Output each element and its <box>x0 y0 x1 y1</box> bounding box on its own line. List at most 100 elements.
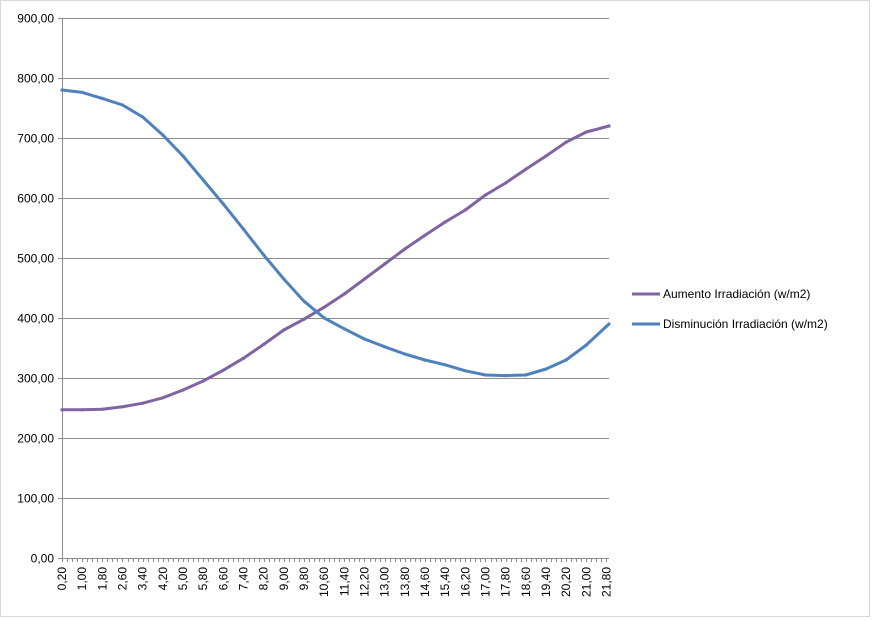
y-tick-label: 300,00 <box>17 372 54 386</box>
legend-label: Aumento Irradiación (w/m2) <box>663 287 810 301</box>
x-tick-label: 7,40 <box>236 567 250 591</box>
data-point <box>181 388 185 392</box>
data-point <box>181 154 185 158</box>
x-tick-label: 0,20 <box>55 567 69 591</box>
data-point <box>423 358 427 362</box>
data-point <box>544 154 548 158</box>
series-line-1 <box>60 124 611 412</box>
legend-label: Disminución Irradiación (w/m2) <box>663 317 828 331</box>
data-point <box>161 133 165 137</box>
x-tick-label: 5,80 <box>196 567 210 591</box>
x-tick-label: 21,00 <box>579 567 593 597</box>
x-axis-ticks: 0,20 1,00 1,80 2,60 3,40 4,20 5,00 5,80 6,60 7,40… <box>55 558 613 597</box>
x-tick-label: 1,00 <box>75 567 89 591</box>
data-point <box>141 115 145 119</box>
data-point <box>362 337 367 341</box>
data-point <box>60 408 64 412</box>
x-tick-label: 17,00 <box>478 567 492 597</box>
data-point <box>80 90 84 94</box>
data-point <box>403 352 407 356</box>
x-tick-label: 21,80 <box>599 567 613 597</box>
y-tick-label: 800,00 <box>17 72 54 86</box>
y-tick-label: 100,00 <box>17 492 54 506</box>
x-tick-label: 1,80 <box>95 567 109 591</box>
data-point <box>282 328 286 332</box>
data-point <box>80 408 84 412</box>
series-lines <box>60 88 611 412</box>
data-point <box>282 277 286 281</box>
x-tick-label: 5,00 <box>176 567 190 591</box>
data-point <box>262 253 266 257</box>
data-point <box>544 367 548 371</box>
data-point <box>383 262 387 266</box>
data-point <box>524 373 528 377</box>
x-tick-label: 20,20 <box>559 567 573 597</box>
data-point <box>342 292 346 296</box>
data-point <box>483 373 488 377</box>
x-tick-label: 9,00 <box>277 567 291 591</box>
data-point <box>463 208 467 212</box>
data-point <box>342 327 346 331</box>
data-point <box>241 227 246 231</box>
data-point <box>423 233 427 237</box>
data-point <box>584 343 588 347</box>
gridlines <box>62 18 609 499</box>
data-point <box>564 358 568 362</box>
data-point <box>607 322 611 326</box>
x-tick-label: 16,20 <box>458 567 472 597</box>
data-point <box>201 379 205 383</box>
axes <box>62 18 609 559</box>
data-point <box>383 345 387 349</box>
x-tick-label: 13,00 <box>378 567 392 597</box>
x-tick-label: 4,20 <box>156 567 170 591</box>
data-point <box>120 405 125 409</box>
x-tick-label: 3,40 <box>136 567 150 591</box>
data-point <box>221 368 225 372</box>
data-point <box>443 363 447 367</box>
x-tick-label: 13,80 <box>398 567 412 597</box>
data-point <box>504 374 508 378</box>
data-point <box>100 96 104 100</box>
x-tick-label: 14,60 <box>418 567 432 597</box>
data-point <box>302 299 306 303</box>
x-tick-label: 15,40 <box>438 567 452 597</box>
y-tick-label: 400,00 <box>17 312 54 326</box>
y-tick-label: 200,00 <box>17 432 54 446</box>
y-tick-label: 700,00 <box>17 132 54 146</box>
y-tick-label: 0,00 <box>31 552 55 566</box>
data-point <box>463 369 467 373</box>
x-tick-label: 11,40 <box>337 567 351 596</box>
x-tick-label: 17,80 <box>499 567 513 597</box>
y-tick-label: 600,00 <box>17 192 54 206</box>
x-tick-label: 8,20 <box>257 567 271 591</box>
x-tick-label: 19,40 <box>539 567 553 597</box>
data-point <box>564 140 568 144</box>
x-tick-label: 18,60 <box>519 567 533 597</box>
legend: Aumento Irradiación (w/m2) Disminución Ir… <box>632 287 828 331</box>
x-tick-label: 9,80 <box>297 567 311 591</box>
data-point <box>322 305 326 309</box>
series-line-2 <box>60 88 611 378</box>
data-point <box>483 193 488 197</box>
data-point <box>524 167 528 171</box>
data-point <box>302 317 306 321</box>
data-point <box>443 220 447 224</box>
data-point <box>120 103 125 107</box>
data-point <box>60 88 64 92</box>
data-point <box>262 342 266 346</box>
data-point <box>322 316 326 320</box>
data-point <box>607 124 611 128</box>
x-tick-label: 12,20 <box>357 567 371 597</box>
data-point <box>100 407 104 411</box>
y-tick-label: 900,00 <box>17 12 54 26</box>
x-tick-label: 2,60 <box>115 567 129 591</box>
data-point <box>504 181 508 185</box>
data-point <box>584 130 588 134</box>
data-point <box>201 178 205 182</box>
data-point <box>161 396 165 400</box>
x-tick-label: 10,60 <box>317 567 331 597</box>
data-point <box>221 202 225 206</box>
y-axis-ticks: 0,00 100,00 200,00 300,00 400,00 500,00 600,00… <box>17 12 62 566</box>
